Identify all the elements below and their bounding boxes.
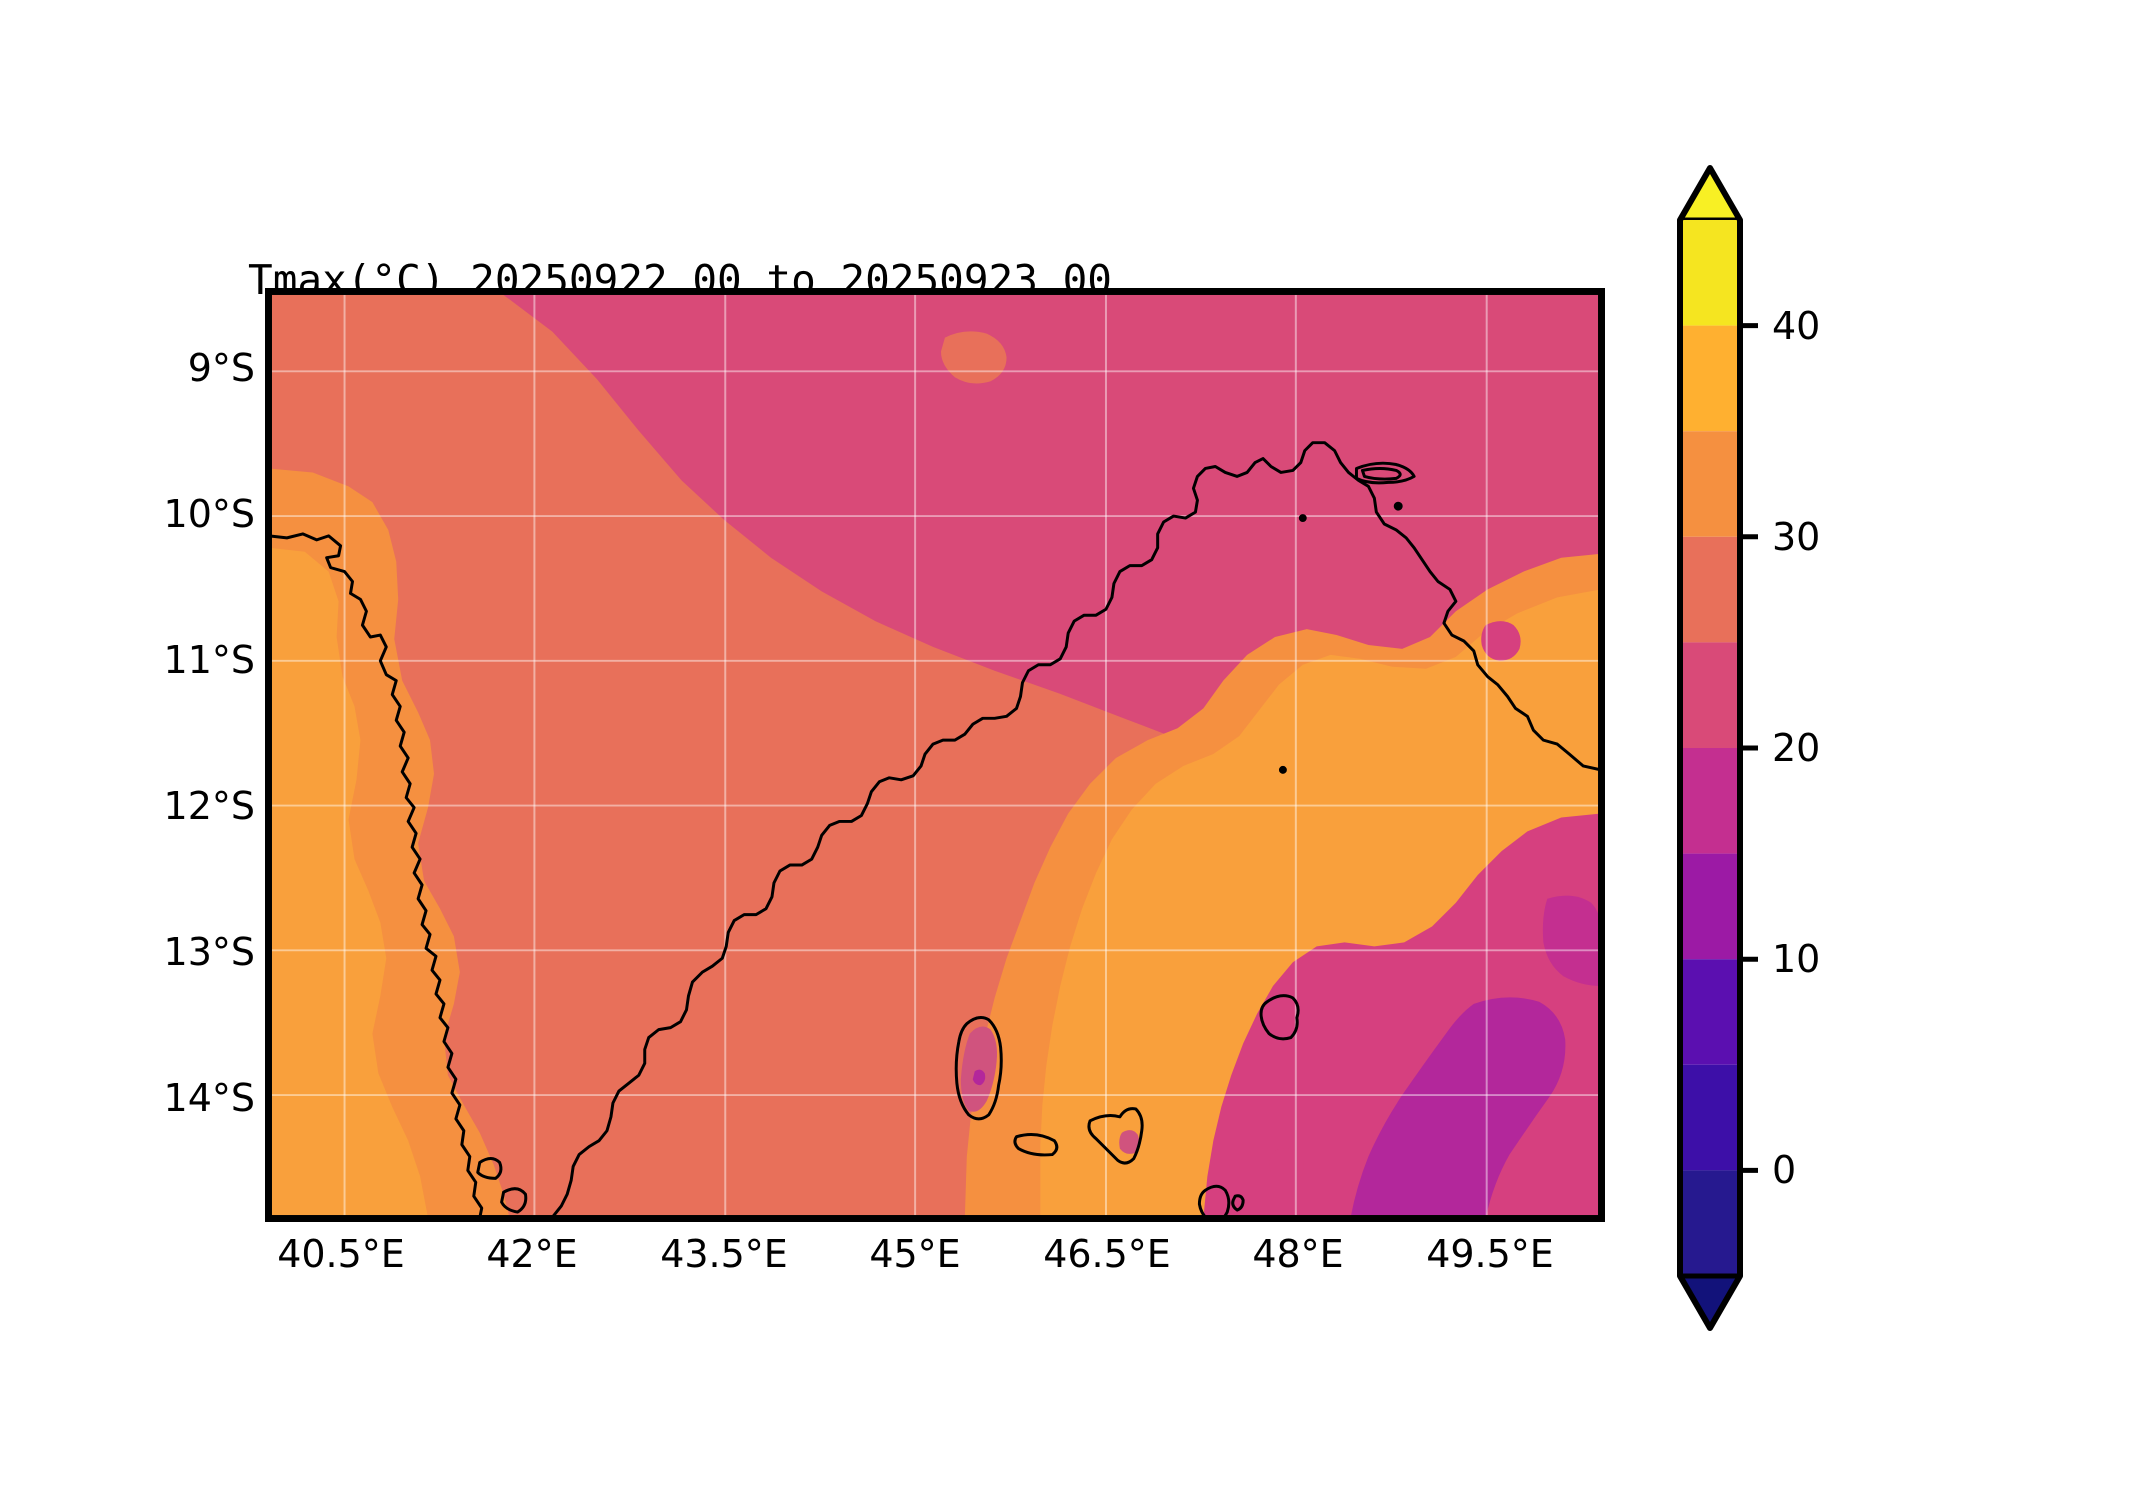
coastline-islet-dot-1 xyxy=(1393,501,1403,511)
colorbar-label-0: 0 xyxy=(1772,1148,1797,1192)
filled-contours xyxy=(269,292,1601,1218)
ytick-text-4: 13°S xyxy=(163,930,255,974)
ytick-label-5: 14°S xyxy=(164,1076,346,1120)
xtick-label-2: 43.5°E xyxy=(660,1232,788,1276)
colorbar-band-20-25 xyxy=(1680,642,1740,748)
ytick-text-3: 12°S xyxy=(163,784,255,828)
contour-band-15-20-madagascar-core xyxy=(1350,997,1566,1218)
coastline-islet-dot-2 xyxy=(1298,514,1307,523)
coastline-islet-dot-3 xyxy=(1278,765,1287,774)
colorbar-outline xyxy=(1677,165,1743,1331)
contour-patch-comoros-grande xyxy=(960,1026,998,1112)
contour-band-20-25-northeast xyxy=(499,292,1601,977)
colorbar-label-10: 10 xyxy=(1772,937,1821,981)
colorbar-band-25-30 xyxy=(1680,536,1740,643)
coastline-aldabra xyxy=(1354,461,1416,485)
xtick-label-4: 46.5°E xyxy=(1043,1232,1171,1276)
colorbar-svg xyxy=(1677,165,1758,1331)
ytick-text-5: 14°S xyxy=(163,1076,255,1120)
colorbar-band-35-40 xyxy=(1680,325,1740,432)
colorbar-band-5-10 xyxy=(1680,959,1740,1065)
coastline-grande-comore xyxy=(954,1016,1003,1121)
colorbar-band-40-45 xyxy=(1680,220,1740,326)
ytick-text-2: 11°S xyxy=(163,638,255,682)
colorbar xyxy=(1677,165,1758,1331)
coastline-mayotte xyxy=(1197,1184,1231,1218)
ytick-label-3: 12°S xyxy=(164,784,346,828)
ytick-text-0: 9°S xyxy=(187,346,255,390)
colorbar-band-0-5 xyxy=(1680,1064,1740,1171)
colorbar-band-10-15 xyxy=(1680,853,1740,960)
ytick-label-2: 11°S xyxy=(164,638,346,682)
coastline-madagascar xyxy=(549,441,1601,1218)
colorbar-extend-top xyxy=(1677,165,1743,223)
coastline-mozambique xyxy=(269,532,484,1218)
coastline-mozambique-islet-2 xyxy=(500,1187,528,1214)
colorbar-label-20: 20 xyxy=(1772,726,1821,770)
xtick-label-1: 42°E xyxy=(486,1232,578,1276)
coastline-mayotte-islet xyxy=(1231,1194,1245,1212)
xtick-label-5: 48°E xyxy=(1252,1232,1344,1276)
contour-patch-madagascar-inner-cool xyxy=(1481,621,1521,661)
contour-patch-warm-north xyxy=(940,331,1007,384)
colorbar-band-30-35 xyxy=(1680,431,1740,537)
map-svg xyxy=(269,292,1601,1218)
colorbar-band-minus5-0 xyxy=(1680,1170,1740,1276)
ytick-label-1: 10°S xyxy=(164,492,346,536)
colorbar-ticks xyxy=(1740,323,1758,1173)
ytick-text-1: 10°S xyxy=(163,492,255,536)
coastline-anjouan xyxy=(1087,1107,1144,1165)
map-plot-area xyxy=(265,288,1605,1222)
coastline-mozambique-islet-1 xyxy=(476,1157,503,1180)
coastline-nosy-be-island-outline xyxy=(1259,994,1300,1041)
contour-patch-madagascar-inner-cool-2 xyxy=(1268,1148,1305,1183)
coastline-aldabra-inner xyxy=(1360,466,1402,481)
ytick-label-0: 9°S xyxy=(188,346,322,390)
colorbar-label-30: 30 xyxy=(1772,515,1821,559)
xtick-label-0: 40.5°E xyxy=(277,1232,405,1276)
contour-patch-comoros-anjouan xyxy=(1119,1130,1140,1154)
colorbar-label-40: 40 xyxy=(1772,304,1821,348)
contour-patch-comoros-grande-core xyxy=(972,1069,986,1086)
xtick-label-6: 49.5°E xyxy=(1426,1232,1554,1276)
colorbar-extend-bottom xyxy=(1677,1273,1743,1331)
contour-band-35-40-mozambique-inner xyxy=(269,547,429,1218)
coastlines xyxy=(269,441,1601,1218)
coastline-moheli xyxy=(1013,1132,1059,1157)
contour-patch-highland-east xyxy=(1542,895,1601,987)
xtick-label-3: 45°E xyxy=(869,1232,961,1276)
colorbar-band-15-20 xyxy=(1680,748,1740,854)
ytick-label-4: 13°S xyxy=(164,930,346,974)
